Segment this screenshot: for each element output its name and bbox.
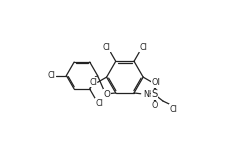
Text: Cl: Cl <box>153 78 161 87</box>
Text: S: S <box>151 89 158 99</box>
Text: O: O <box>151 101 158 110</box>
Text: O: O <box>104 90 110 99</box>
Text: Cl: Cl <box>89 78 97 87</box>
Text: Cl: Cl <box>95 99 103 108</box>
Text: O: O <box>151 78 158 87</box>
Text: Cl: Cl <box>140 43 147 52</box>
Text: Cl: Cl <box>102 43 110 52</box>
Text: Cl: Cl <box>170 105 178 114</box>
Text: NH: NH <box>143 90 155 99</box>
Text: Cl: Cl <box>48 71 55 80</box>
